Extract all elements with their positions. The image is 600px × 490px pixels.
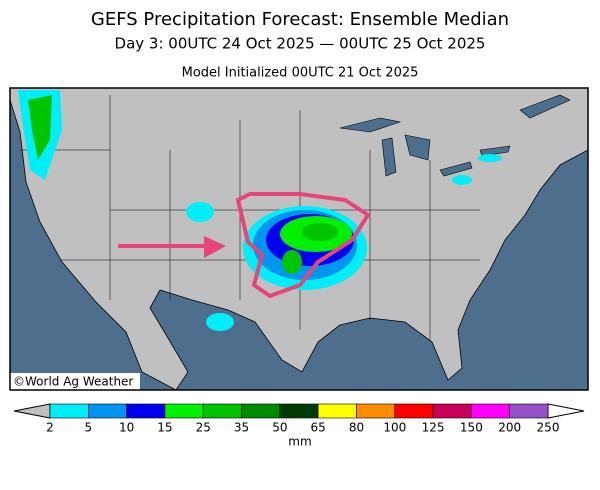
- map-frame: [9, 87, 589, 391]
- colorbar-label: 50: [272, 421, 287, 435]
- colorbar-label: 2: [46, 421, 54, 435]
- unit: mm: [288, 435, 311, 449]
- credit: ©World Ag Weather: [13, 375, 133, 389]
- colorbar-label: 100: [383, 421, 406, 435]
- colorbar-label: 65: [311, 421, 326, 435]
- colorbar-segment: [394, 403, 434, 419]
- colorbar-segment: [164, 403, 204, 419]
- colorbar-segment: [317, 403, 357, 419]
- great-lakes: [339, 94, 571, 177]
- colorbar-label: 10: [119, 421, 134, 435]
- colorbar-label: 5: [84, 421, 92, 435]
- colorbar-segment: [126, 403, 166, 419]
- colorbar-segment: [471, 403, 510, 419]
- initialized: Model Initialized 00UTC 21 Oct 2025: [182, 66, 419, 81]
- colorbar-segment: [432, 403, 472, 419]
- colorbar-label: 200: [498, 421, 521, 435]
- title: GEFS Precipitation Forecast: Ensemble Me…: [91, 9, 509, 30]
- colorbar-segment: [356, 403, 396, 419]
- colorbar-label: 25: [196, 421, 211, 435]
- colorbar-segment: [88, 403, 127, 419]
- colorbar: 2 5 10 15 25 35 50 65 80 100 125 150 200 250: [13, 403, 585, 435]
- arrow-head: [204, 236, 226, 258]
- colorbar-label: 150: [460, 421, 483, 435]
- colorbar-label: 250: [537, 421, 560, 435]
- precip: [18, 90, 502, 331]
- map: ©World Ag Weather: [9, 87, 589, 391]
- colorbar-segment: [202, 403, 242, 419]
- colorbar-label: 125: [422, 421, 445, 435]
- colorbar-segment: [241, 403, 281, 419]
- colorbar-segment: [49, 403, 89, 419]
- colorbar-label: 35: [234, 421, 249, 435]
- highlight-outline: [235, 192, 371, 299]
- subtitle: Day 3: 00UTC 24 Oct 2025 — 00UTC 25 Oct …: [115, 35, 486, 53]
- credit-box: [10, 373, 140, 390]
- colorbar-high-arrow: [547, 403, 585, 419]
- colorbar-segment: [509, 403, 549, 419]
- colorbar-label: 80: [349, 421, 364, 435]
- colorbar-low-arrow: [13, 403, 51, 419]
- colorbar-label: 15: [157, 421, 172, 435]
- colorbar-segment: [279, 403, 319, 419]
